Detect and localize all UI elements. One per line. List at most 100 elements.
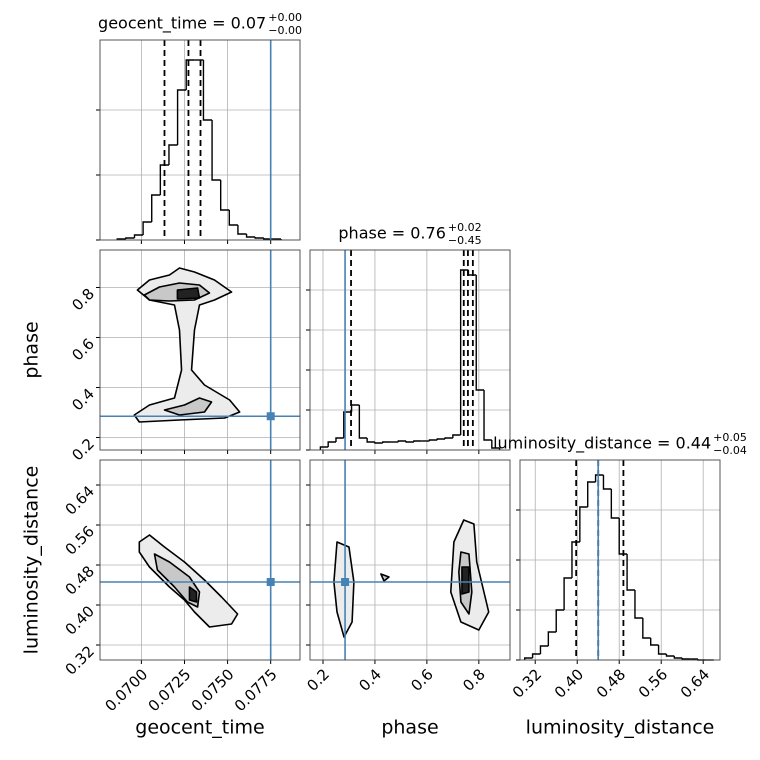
hist-bin xyxy=(168,144,178,165)
truth-marker xyxy=(266,412,275,421)
hist-bin xyxy=(665,654,675,657)
hist-bin xyxy=(539,645,549,654)
hist-bin xyxy=(176,89,187,145)
hist-bin xyxy=(436,438,446,440)
hist-bin xyxy=(335,437,344,442)
title-plus: +0.00 xyxy=(268,11,302,24)
x-tick-label: 0.0700 xyxy=(102,665,152,715)
hist-bin xyxy=(374,442,383,444)
x-tick-label: 0.0750 xyxy=(188,665,238,715)
hist-bin xyxy=(228,210,238,226)
hist-bin xyxy=(263,238,273,240)
hist-bin xyxy=(475,275,485,391)
hist-bin xyxy=(413,440,422,442)
panel-frame xyxy=(519,459,721,661)
hist-bin xyxy=(202,60,213,121)
hist-bin xyxy=(531,653,541,658)
y-tick-label: 0.8 xyxy=(68,285,98,315)
hist-bin xyxy=(594,474,604,482)
x-tick-label: 0.4 xyxy=(355,665,385,695)
hist-bin xyxy=(428,439,438,441)
y-tick-label: 0.4 xyxy=(68,385,98,415)
panel-frame xyxy=(99,39,301,241)
x-tick-label: 0.2 xyxy=(303,665,333,695)
hist-bin xyxy=(343,411,352,438)
hist-bin xyxy=(319,446,329,450)
hist-bin xyxy=(151,194,161,222)
panel-title: luminosity_distance = 0.44 xyxy=(493,434,711,454)
panel-title: phase = 0.76 xyxy=(338,224,445,243)
panel-frame xyxy=(309,459,511,661)
panel-title: geocent_time = 0.07 xyxy=(98,14,266,34)
hist-bin xyxy=(159,164,169,195)
hist-bin xyxy=(142,221,152,235)
y-tick-label: 0.48 xyxy=(62,562,98,598)
hist-bin xyxy=(125,237,135,239)
hist-bin xyxy=(673,656,683,659)
hist-bin xyxy=(587,481,596,507)
hist-bin xyxy=(642,618,651,639)
hist-bin xyxy=(483,390,492,441)
hist-bin xyxy=(571,541,580,578)
hist-bin xyxy=(634,590,643,619)
hist-bin xyxy=(211,120,221,181)
hist-bin xyxy=(579,506,588,542)
hist-bin xyxy=(618,518,628,555)
hist-bin xyxy=(452,434,461,438)
x-tick-label: 0.32 xyxy=(509,665,545,701)
contour xyxy=(163,397,213,416)
hist-bin xyxy=(405,441,414,443)
hist-bin xyxy=(610,489,620,519)
contour xyxy=(133,267,241,423)
title-minus: −0.45 xyxy=(448,234,482,247)
hist-bin xyxy=(133,234,144,238)
hist-bin xyxy=(237,225,247,235)
x-tick-label: 0.56 xyxy=(635,665,671,701)
hist-bin xyxy=(563,577,572,610)
hist-bin xyxy=(350,404,360,412)
x-tick-label: 0.6 xyxy=(407,665,437,695)
y-axis-label: phase xyxy=(21,321,43,378)
hist-bin xyxy=(555,609,565,632)
hist-bin xyxy=(524,657,533,660)
x-tick-label: 0.64 xyxy=(677,665,713,701)
contour xyxy=(333,541,355,638)
x-tick-label: 0.40 xyxy=(551,665,587,701)
hist-bin xyxy=(366,438,375,443)
hist-bin xyxy=(254,237,264,239)
y-tick-label: 0.32 xyxy=(62,642,98,678)
y-tick-label: 0.56 xyxy=(62,522,98,558)
contour xyxy=(380,573,390,582)
hist-bin xyxy=(444,437,453,439)
y-tick-label: 0.64 xyxy=(62,482,98,518)
hist-bin xyxy=(219,180,230,211)
y-tick-label: 0.40 xyxy=(62,602,98,638)
hist-bin xyxy=(657,645,667,655)
x-tick-label: 0.0725 xyxy=(145,665,195,715)
title-plus: +0.05 xyxy=(713,431,747,444)
hist-bin xyxy=(491,440,500,449)
contour xyxy=(188,586,198,603)
title-minus: −0.04 xyxy=(713,444,747,457)
x-tick-label: 0.8 xyxy=(459,665,489,695)
hist-bin xyxy=(681,658,691,660)
x-axis-label: luminosity_distance xyxy=(526,717,715,739)
panel-frame xyxy=(99,459,301,661)
title-plus: +0.02 xyxy=(448,221,482,234)
contour xyxy=(176,287,201,300)
hist-bin xyxy=(382,441,391,443)
x-tick-label: 0.0775 xyxy=(231,665,281,715)
hist-bin xyxy=(626,554,635,591)
hist-bin xyxy=(650,638,659,646)
hist-bin xyxy=(459,269,469,435)
hist-bin xyxy=(397,440,407,442)
hist-bin xyxy=(602,475,612,490)
y-axis-label: luminosity_distance xyxy=(21,466,43,655)
hist-bin xyxy=(358,405,368,439)
panel-frame xyxy=(99,249,301,451)
panel-frame xyxy=(309,249,511,451)
hist-bin xyxy=(327,441,336,447)
hist-bin xyxy=(547,631,557,646)
x-tick-label: 0.48 xyxy=(593,665,629,701)
